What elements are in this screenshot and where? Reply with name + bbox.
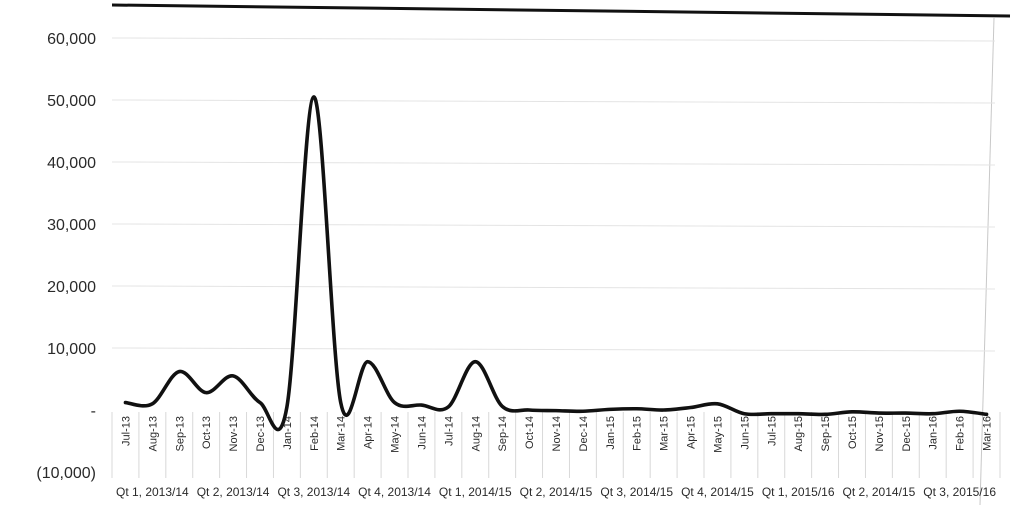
x-tick-label: Apr-14 [363,416,375,449]
x-tick-label: Sep-14 [497,416,509,451]
x-tick-label: May-14 [390,416,402,453]
y-tick-label: 60,000 [47,31,96,48]
y-tick-label: 40,000 [47,155,96,172]
x-tick-label: Mar-14 [336,416,348,451]
quarter-label: Qt 1, 2013/14 [116,485,189,499]
x-tick-label: Dec-13 [255,416,267,451]
grid-line [111,99,996,104]
x-tick-label: Aug-13 [147,416,159,451]
y-tick-label: 10,000 [47,341,96,358]
quarter-label: Qt 1, 2015/16 [762,485,835,499]
quarter-label: Qt 3, 2015/16 [923,485,996,499]
x-tick-label: Aug-15 [793,416,805,451]
quarter-label: Qt 2, 2013/14 [197,485,270,499]
x-tick-label: May-15 [712,416,724,453]
x-tick-label: Oct-14 [524,416,536,449]
x-tick-label: Dec-15 [901,416,913,451]
x-tick-label: Jul-13 [120,416,132,446]
quarter-label: Qt 3, 2014/15 [600,485,673,499]
x-tick-label: Sep-15 [820,416,832,451]
x-tick-label: Nov-14 [551,416,563,451]
x-tick-label: Mar-16 [982,416,994,451]
x-tick-label: Aug-14 [470,416,482,451]
y-tick-label: 50,000 [47,93,96,110]
x-tick-label: Jan-14 [282,416,294,450]
x-tick-label: Apr-15 [686,416,698,449]
x-tick-label: Oct-13 [201,416,213,449]
grid-lines [111,37,996,352]
y-tick-label: - [91,403,96,420]
x-tick-label: Sep-13 [174,416,186,451]
y-axis-tick-labels: (10,000) - 10,000 20,000 30,000 40,000 50,000 6… [36,31,96,482]
quarter-label: Qt 4, 2014/15 [681,485,754,499]
grid-line [111,223,996,228]
x-tick-label: Jun-15 [739,416,751,450]
y-tick-label: (10,000) [36,465,96,482]
y-tick-label: 20,000 [47,279,96,296]
x-tick-label: Dec-14 [578,416,590,451]
x-tick-label: Oct-15 [847,416,859,449]
x-tick-label: Jan-16 [928,416,940,450]
quarter-label: Qt 2, 2014/15 [843,485,916,499]
x-tick-label: Jun-14 [416,416,428,450]
x-tick-label: Feb-15 [632,416,644,451]
x-tick-label: Feb-14 [309,416,321,451]
x-axis-month-labels: Jul-13 Aug-13 Sep-13 Oct-13 Nov-13 Dec-13 Jan-… [120,416,993,453]
grid-line [111,37,996,42]
series-line [123,95,989,432]
grid-line [111,285,996,290]
x-axis-quarter-labels: Qt 1, 2013/14 Qt 2, 2013/14 Qt 3, 2013/14 Q… [116,485,996,499]
quarter-label: Qt 4, 2013/14 [358,485,431,499]
quarter-label: Qt 1, 2014/15 [439,485,512,499]
quarter-label: Qt 2, 2014/15 [520,485,593,499]
y-tick-label: 30,000 [47,217,96,234]
x-axis-separators [111,412,1001,478]
x-tick-label: Feb-16 [955,416,967,451]
grid-line [111,347,996,352]
x-tick-label: Jan-15 [605,416,617,450]
x-tick-label: Nov-13 [228,416,240,451]
x-tick-label: Nov-15 [874,416,886,451]
top-border [111,3,1011,18]
quarter-label: Qt 3, 2013/14 [277,485,350,499]
x-tick-label: Jul-14 [443,416,455,446]
x-tick-label: Jul-15 [766,416,778,446]
grid-line [111,161,996,166]
right-edge [979,17,995,506]
x-tick-label: Mar-15 [659,416,671,451]
